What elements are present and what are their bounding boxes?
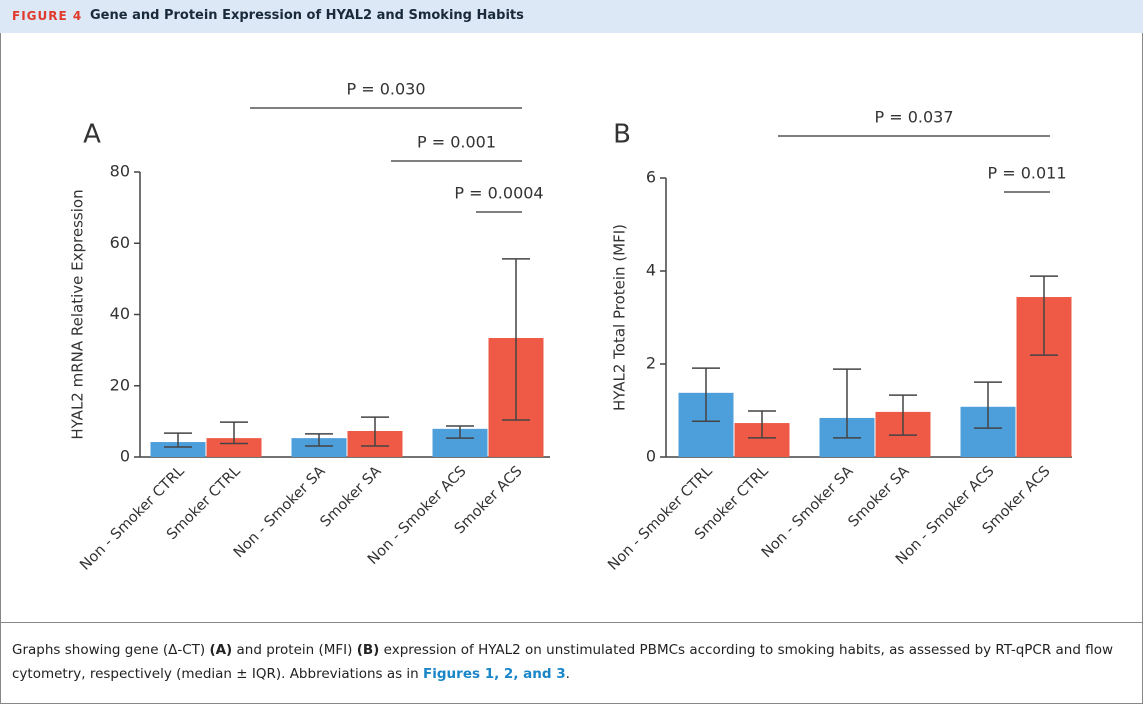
error-bar bbox=[974, 381, 1002, 429]
figure-header: FIGURE 4 Gene and Protein Expression of … bbox=[0, 0, 1143, 33]
error-bar bbox=[692, 367, 720, 422]
caption-text: expression of HYAL2 on unstimulated PBMC… bbox=[12, 642, 1113, 682]
p-value: P = 0.030 bbox=[346, 80, 425, 99]
y-tick-label: 20 bbox=[110, 375, 130, 394]
bar bbox=[150, 442, 206, 457]
x-tick-label: Smoker SA bbox=[318, 463, 385, 530]
figure-label: FIGURE 4 bbox=[12, 9, 83, 23]
x-tick-label: Non - Smoker ACS bbox=[893, 463, 998, 568]
caption-text: Graphs showing gene (Δ-CT) bbox=[12, 642, 210, 658]
y-axis-label: HYAL2 mRNA Relative Expression bbox=[69, 189, 87, 439]
x-tick-label: Non - Smoker SA bbox=[759, 463, 857, 561]
p-value: P = 0.011 bbox=[987, 164, 1066, 183]
p-value: P = 0.001 bbox=[417, 133, 496, 152]
x-tick-label: Non - Smoker CTRL bbox=[605, 463, 715, 573]
y-tick-label: 4 bbox=[646, 261, 656, 280]
y-tick-label: 60 bbox=[110, 233, 130, 252]
panel-letter: A bbox=[83, 120, 101, 150]
x-tick-label: Non - Smoker ACS bbox=[365, 463, 470, 568]
caption-link[interactable]: Figures 1, 2, and 3 bbox=[423, 666, 566, 682]
y-tick-label: 0 bbox=[120, 447, 130, 466]
y-tick-label: 40 bbox=[110, 304, 130, 323]
caption-bold: (A) bbox=[209, 642, 233, 658]
figure-title: Gene and Protein Expression of HYAL2 and… bbox=[90, 8, 524, 23]
error-bar bbox=[1030, 275, 1058, 356]
y-tick-label: 0 bbox=[646, 447, 656, 466]
bar bbox=[291, 438, 347, 457]
x-tick-label: Non - Smoker CTRL bbox=[77, 463, 187, 573]
y-tick-label: 6 bbox=[646, 168, 656, 187]
caption: Graphs showing gene (Δ-CT) (A) and prote… bbox=[12, 638, 1122, 686]
panel-letter: B bbox=[613, 120, 631, 150]
error-bar bbox=[164, 432, 192, 448]
caption-bold: (B) bbox=[356, 642, 380, 658]
y-axis-label: HYAL2 Total Protein (MFI) bbox=[611, 224, 629, 411]
error-bar bbox=[502, 258, 530, 421]
error-bar bbox=[361, 416, 389, 447]
y-tick-label: 2 bbox=[646, 354, 656, 373]
p-value: P = 0.0004 bbox=[454, 184, 543, 203]
error-bar bbox=[833, 368, 861, 439]
x-tick-label: Smoker SA bbox=[846, 463, 913, 530]
divider bbox=[0, 622, 1143, 623]
x-tick-label: Non - Smoker SA bbox=[231, 463, 329, 561]
error-bar bbox=[220, 421, 248, 445]
y-tick-label: 80 bbox=[110, 162, 130, 181]
error-bar bbox=[446, 425, 474, 439]
caption-text: . bbox=[565, 666, 570, 682]
error-bar bbox=[748, 410, 776, 439]
p-value: P = 0.037 bbox=[874, 108, 953, 127]
error-bar bbox=[889, 394, 917, 436]
caption-text: and protein (MFI) bbox=[232, 642, 357, 658]
error-bar bbox=[305, 433, 333, 447]
